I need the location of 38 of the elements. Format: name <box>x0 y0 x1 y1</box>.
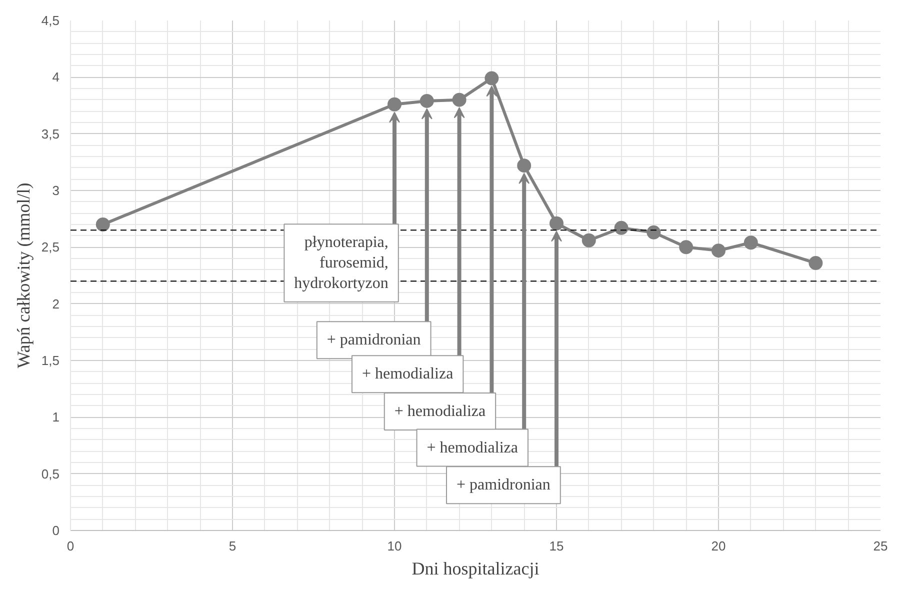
y-tick-label: 3,5 <box>41 126 60 142</box>
y-tick-label: 0,5 <box>41 466 60 482</box>
x-tick-label: 5 <box>228 538 236 554</box>
annotation: + pamidronian <box>456 476 550 494</box>
point <box>808 256 823 270</box>
annotation: + hemodializa <box>426 439 518 456</box>
point <box>646 225 661 240</box>
annotation: + hemodializa <box>394 403 486 420</box>
x-tick-label: 10 <box>387 538 402 554</box>
point <box>484 71 499 86</box>
point <box>452 92 466 107</box>
y-axis-title: Wapń całkowity (mmol/l) <box>13 182 34 368</box>
y-tick-label: 0 <box>52 523 60 538</box>
point <box>420 94 434 108</box>
y-tick-label: 1 <box>52 410 60 425</box>
point <box>517 158 532 173</box>
point <box>582 233 596 248</box>
annotation: + pamidronian <box>326 332 421 349</box>
y-tick-label: 2 <box>52 296 60 312</box>
point <box>388 97 402 112</box>
x-axis-title: Dni hospitalizacji <box>412 558 540 578</box>
x-tick-label: 0 <box>66 538 74 554</box>
point <box>614 220 628 235</box>
point <box>744 236 758 250</box>
x-tick-label: 20 <box>711 538 726 554</box>
x-tick-label: 15 <box>549 538 564 554</box>
point <box>96 218 110 232</box>
y-tick-label: 1,5 <box>41 353 60 368</box>
point <box>550 216 564 230</box>
y-tick-label: 3 <box>52 183 60 198</box>
y-tick-label: 4 <box>52 70 60 85</box>
point <box>679 240 694 254</box>
y-tick-label: 4,5 <box>41 13 60 28</box>
point <box>712 244 726 258</box>
x-tick-label: 25 <box>873 538 888 554</box>
y-tick-label: 2,5 <box>41 240 60 255</box>
annotation: płynoterapia, furosemid, hydrokortyzon <box>294 234 388 292</box>
annotation: + hemodializa <box>362 366 454 383</box>
